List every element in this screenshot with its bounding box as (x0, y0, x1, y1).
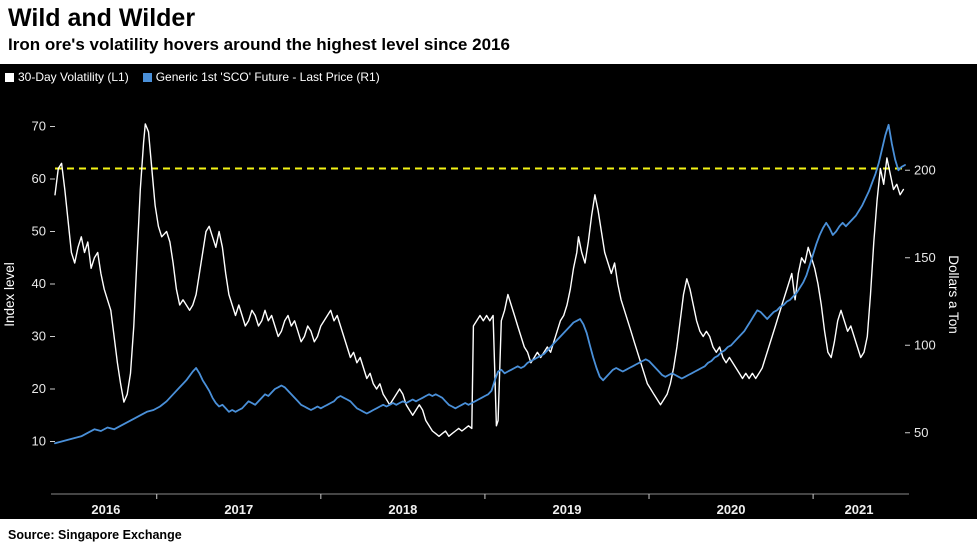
price-line (54, 123, 906, 445)
legend-item-price: Generic 1st 'SCO' Future - Last Price (R… (142, 70, 380, 84)
x-axis-year-label: 2020 (717, 502, 746, 517)
price-swatch-icon (142, 72, 152, 82)
left-axis-tick-label: 30 (32, 329, 46, 344)
source-text: Source: Singapore Exchange (8, 527, 182, 542)
right-axis-title: Dollars a Ton (946, 255, 961, 334)
x-axis-year-label: 2019 (553, 502, 582, 517)
chart-header: Wild and Wilder Iron ore's volatility ho… (0, 0, 977, 64)
right-axis-tick-label: 50 (914, 425, 928, 440)
legend-item-volatility: 30-Day Volatility (L1) (5, 70, 129, 84)
left-axis-tick-label: 40 (32, 276, 46, 291)
right-axis-tick-label: 100 (914, 337, 936, 352)
volatility-legend-label: 30-Day Volatility (L1) (18, 70, 129, 84)
chart-legend: 30-Day Volatility (L1) Generic 1st 'SCO'… (5, 70, 380, 84)
x-axis-year-label: 2017 (224, 502, 253, 517)
right-axis-tick-label: 150 (914, 250, 936, 265)
x-axis-year-label: 2021 (845, 502, 874, 517)
source-bar: Source: Singapore Exchange (0, 519, 977, 550)
left-axis-tick-label: 20 (32, 381, 46, 396)
chart-subtitle: Iron ore's volatility hovers around the … (8, 34, 510, 54)
x-axis-year-label: 2016 (91, 502, 120, 517)
left-axis-title: Index level (2, 262, 17, 327)
chart-title: Wild and Wilder (8, 4, 196, 32)
left-axis-tick-label: 70 (32, 119, 46, 134)
left-axis-tick-label: 60 (32, 171, 46, 186)
chart-panel: 10 20 30 40 50 60 70 50 100 150 200 2016 2017 2018 201… (0, 64, 977, 519)
left-axis-tick-label: 50 (32, 224, 46, 239)
left-axis-tick-label: 10 (32, 434, 46, 449)
right-axis-tick-label: 200 (914, 162, 936, 177)
volatility-line (54, 123, 905, 437)
x-axis-year-label: 2018 (388, 502, 417, 517)
chart-canvas: 10 20 30 40 50 60 70 50 100 150 200 2016 2017 2018 201… (2, 119, 961, 518)
price-legend-label: Generic 1st 'SCO' Future - Last Price (R… (155, 70, 380, 84)
volatility-swatch-icon (5, 72, 14, 82)
